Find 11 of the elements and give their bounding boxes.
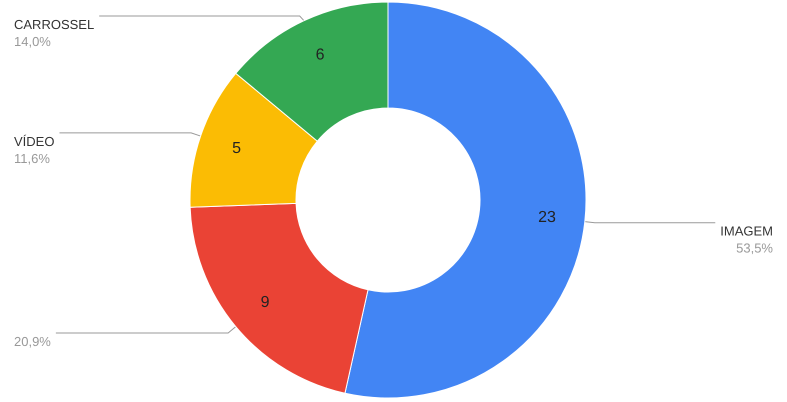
text: 11,6% <box>14 150 50 166</box>
data-label: 5 <box>232 140 242 157</box>
slice-label: VÍDEO <box>14 134 54 149</box>
text: 20,9% <box>14 334 52 350</box>
data-label: 6 <box>316 46 325 64</box>
slice-label: CARROSSEL <box>14 17 94 32</box>
slice-label: IMAGEM <box>720 224 773 239</box>
text: 14,0% <box>14 34 52 49</box>
text: 53,5% <box>736 240 774 256</box>
data-label: 23 <box>538 209 556 226</box>
data-label: 9 <box>260 294 270 311</box>
